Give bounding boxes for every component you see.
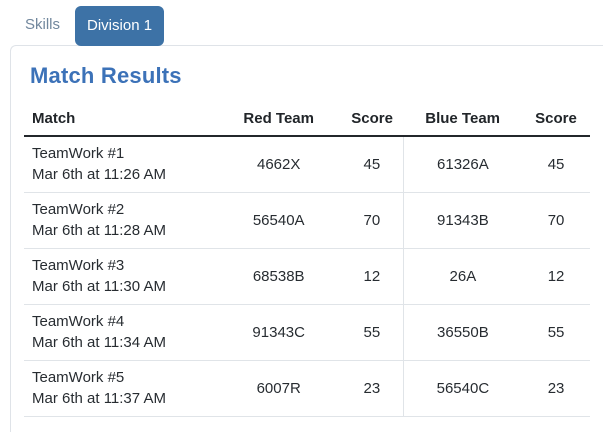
match-results-table: Match Red Team Score Blue Team Score Tea… [24, 104, 590, 417]
blue-team-cell: 56540C [402, 359, 523, 417]
match-cell: TeamWork #5 Mar 6th at 11:37 AM [24, 359, 217, 417]
page-title: Match Results [30, 63, 182, 88]
column-header-blue-team: Blue Team [403, 104, 523, 137]
match-name: TeamWork #1 [32, 145, 125, 163]
blue-score-cell: 45 [547, 155, 565, 173]
red-team-cell: 4662X [257, 155, 301, 173]
match-cell: TeamWork #1 Mar 6th at 11:26 AM [24, 136, 216, 192]
column-header-blue-score: Score [522, 104, 590, 137]
match-cell: TeamWork #2 Mar 6th at 11:28 AM [24, 191, 217, 248]
column-header-red-team: Red Team [216, 104, 341, 137]
match-name: TeamWork #4 [32, 313, 125, 330]
blue-score-cell: 23 [522, 359, 590, 417]
blue-score-cell: 70 [522, 191, 590, 248]
red-score-cell: 12 [340, 247, 404, 304]
blue-team-cell: 61326A [402, 136, 523, 192]
blue-team-cell: 26A [402, 247, 523, 304]
table-row: TeamWork #4 Mar 6th at 11:34 AM 91343C 5… [24, 303, 590, 360]
red-team-cell: 6007R [216, 359, 341, 417]
blue-team-cell: 36550B [402, 303, 523, 360]
blue-team-cell: 91343B [402, 191, 523, 248]
match-time: Mar 6th at 11:37 AM [32, 390, 166, 407]
match-name: TeamWork #5 [32, 369, 125, 386]
red-score-cell: 70 [340, 191, 404, 248]
table-row: TeamWork #2 Mar 6th at 11:28 AM 56540A 7… [24, 191, 590, 248]
red-score-cell: 55 [340, 303, 404, 360]
red-score-cell: 23 [340, 359, 404, 417]
column-header-match: Match [24, 104, 217, 137]
column-header-red-score: Score [340, 104, 404, 137]
match-results-panel: Match Results Match Red Team Score Blue … [10, 45, 603, 432]
red-score-cell: 45 [363, 155, 381, 173]
table-header-row: Match Red Team Score Blue Team Score [24, 104, 590, 137]
red-team-cell: 68538B [216, 247, 341, 304]
match-time: Mar 6th at 11:26 AM [32, 166, 166, 184]
table-row: TeamWork #5 Mar 6th at 11:37 AM 6007R 23… [24, 359, 590, 417]
match-name: TeamWork #3 [32, 257, 125, 274]
tab-skills[interactable]: Skills [25, 16, 61, 33]
match-name: TeamWork #2 [32, 201, 125, 218]
blue-score-cell: 12 [522, 247, 590, 304]
blue-score-cell: 55 [522, 303, 590, 360]
match-time: Mar 6th at 11:30 AM [32, 278, 166, 295]
table-row: TeamWork #3 Mar 6th at 11:30 AM 68538B 1… [24, 247, 590, 304]
match-time: Mar 6th at 11:28 AM [32, 222, 166, 239]
red-team-cell: 91343C [216, 303, 341, 360]
tab-bar: Skills Division 1 [0, 0, 603, 46]
table-row: TeamWork #1 Mar 6th at 11:26 AM 4662X 45… [24, 136, 590, 192]
red-team-cell: 56540A [216, 191, 341, 248]
match-time: Mar 6th at 11:34 AM [32, 334, 166, 351]
match-cell: TeamWork #3 Mar 6th at 11:30 AM [24, 247, 217, 304]
tab-division-1[interactable]: Division 1 [75, 6, 165, 46]
match-cell: TeamWork #4 Mar 6th at 11:34 AM [24, 303, 217, 360]
